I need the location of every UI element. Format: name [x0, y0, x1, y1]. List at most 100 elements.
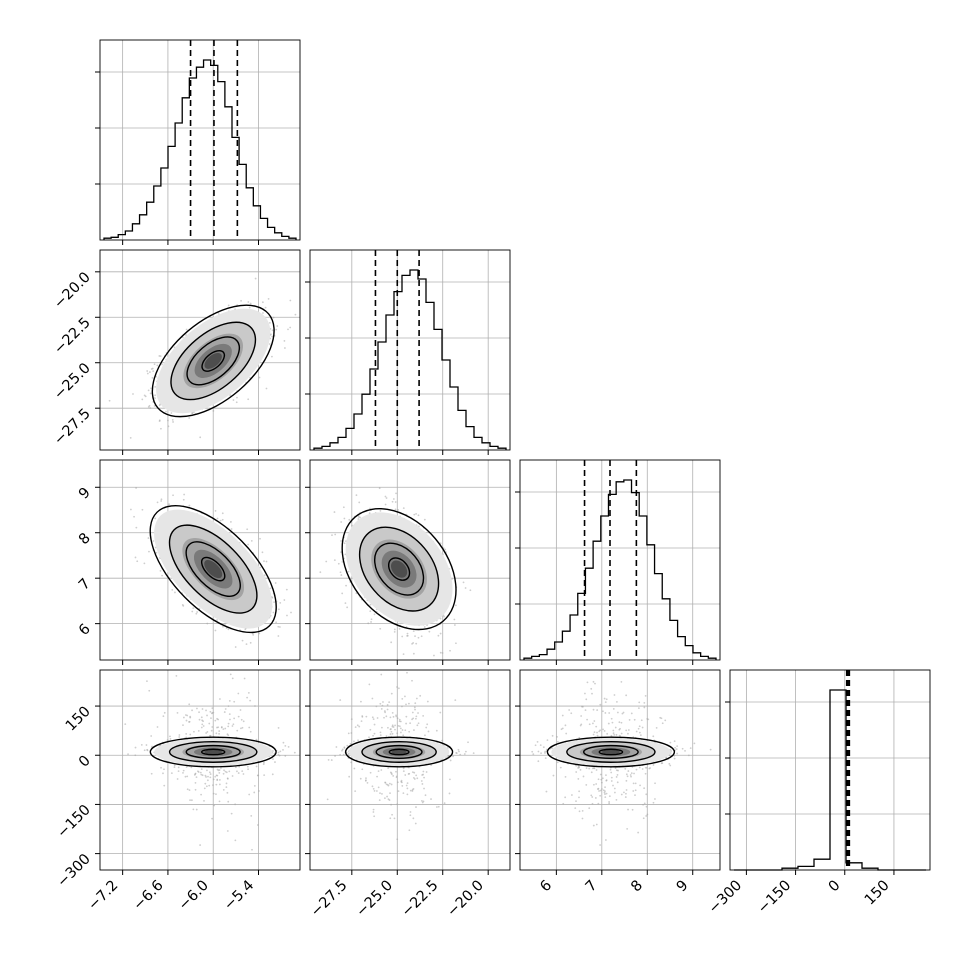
sample-point — [236, 396, 238, 399]
sample-point — [229, 521, 232, 523]
sample-point — [439, 632, 442, 635]
sample-point — [232, 399, 235, 401]
sample-point — [398, 628, 401, 630]
sample-point — [384, 503, 387, 506]
sample-point — [289, 299, 292, 302]
sample-point — [340, 540, 343, 542]
sample-point — [171, 588, 174, 591]
sample-point — [249, 641, 252, 644]
sample-point — [346, 606, 349, 609]
sample-point — [270, 333, 272, 336]
sample-point — [181, 603, 184, 606]
x-tick-label: 150 — [862, 878, 893, 909]
sample-point — [152, 370, 155, 373]
sample-point — [153, 363, 156, 366]
x-tick-label: −150 — [755, 878, 794, 917]
sample-point — [339, 571, 342, 574]
sample-point — [206, 622, 209, 625]
sample-point — [340, 551, 342, 554]
scatter-panel-2-1: −27.5−25.0−22.5−20.0 — [51, 249, 301, 455]
sample-point — [152, 540, 155, 542]
sample-point — [369, 610, 372, 613]
sample-point — [437, 634, 440, 637]
sample-point — [250, 539, 253, 542]
y-tick-label: −22.5 — [51, 315, 94, 358]
sample-point — [141, 508, 144, 511]
density-contour — [341, 507, 457, 631]
sample-point — [247, 543, 250, 546]
sample-point — [207, 775, 209, 778]
sample-point — [279, 601, 282, 604]
sample-point — [189, 733, 192, 736]
sample-point — [206, 731, 209, 733]
sample-point — [221, 518, 224, 521]
sample-point — [234, 646, 237, 648]
panel-frame — [729, 669, 931, 871]
sample-point — [433, 654, 435, 657]
sample-point — [341, 592, 344, 595]
sample-point — [379, 510, 382, 512]
sample-point — [443, 615, 445, 618]
sample-point — [441, 652, 444, 654]
sample-point — [158, 420, 161, 423]
sample-point — [168, 503, 170, 506]
sample-point — [331, 534, 333, 537]
sample-point — [227, 628, 230, 631]
sample-point — [254, 277, 257, 280]
sample-point — [355, 494, 358, 497]
sample-point — [198, 607, 201, 610]
density-contour — [185, 541, 241, 597]
sample-point — [193, 773, 196, 776]
sample-point — [241, 639, 244, 642]
sample-point — [184, 775, 187, 778]
panel-frame — [309, 249, 511, 451]
sample-point — [255, 665, 257, 667]
sample-point — [231, 677, 234, 680]
sample-point — [392, 498, 395, 500]
sample-point — [277, 608, 280, 611]
sample-point — [246, 528, 249, 531]
sample-point — [230, 812, 233, 815]
sample-point — [172, 421, 174, 423]
density-contour — [200, 556, 226, 582]
sample-point — [453, 618, 456, 621]
sample-point — [166, 419, 169, 422]
sample-point — [415, 512, 417, 515]
sample-point — [340, 574, 343, 576]
panel-plot-area — [319, 487, 472, 657]
sample-point — [206, 779, 209, 782]
sample-point — [267, 297, 270, 300]
sample-point — [273, 601, 276, 604]
sample-point — [378, 487, 381, 490]
sample-point — [394, 501, 397, 503]
sample-point — [342, 506, 345, 509]
sample-point — [395, 492, 397, 495]
sample-point — [262, 312, 264, 314]
density-contour — [374, 542, 425, 596]
sample-point — [305, 579, 307, 581]
sample-point — [334, 533, 337, 536]
sample-point — [241, 726, 244, 729]
panel-plot-area — [124, 673, 296, 851]
sample-point — [393, 630, 396, 633]
sample-point — [154, 517, 157, 520]
sample-point — [133, 515, 135, 518]
histogram-step — [734, 689, 926, 871]
sample-point — [182, 498, 185, 501]
sample-point — [172, 494, 174, 497]
sample-point — [183, 493, 186, 496]
sample-point — [212, 784, 214, 787]
sample-point — [248, 793, 251, 796]
sample-point — [214, 509, 217, 512]
density-shade — [390, 560, 408, 578]
sample-point — [344, 602, 347, 605]
sample-point — [294, 313, 297, 316]
sample-point — [212, 409, 215, 412]
sample-point — [209, 734, 212, 737]
sample-point — [358, 501, 361, 504]
sample-point — [159, 569, 162, 572]
hist-panel-1 — [95, 39, 301, 245]
sample-point — [265, 387, 268, 390]
sample-point — [191, 610, 194, 613]
